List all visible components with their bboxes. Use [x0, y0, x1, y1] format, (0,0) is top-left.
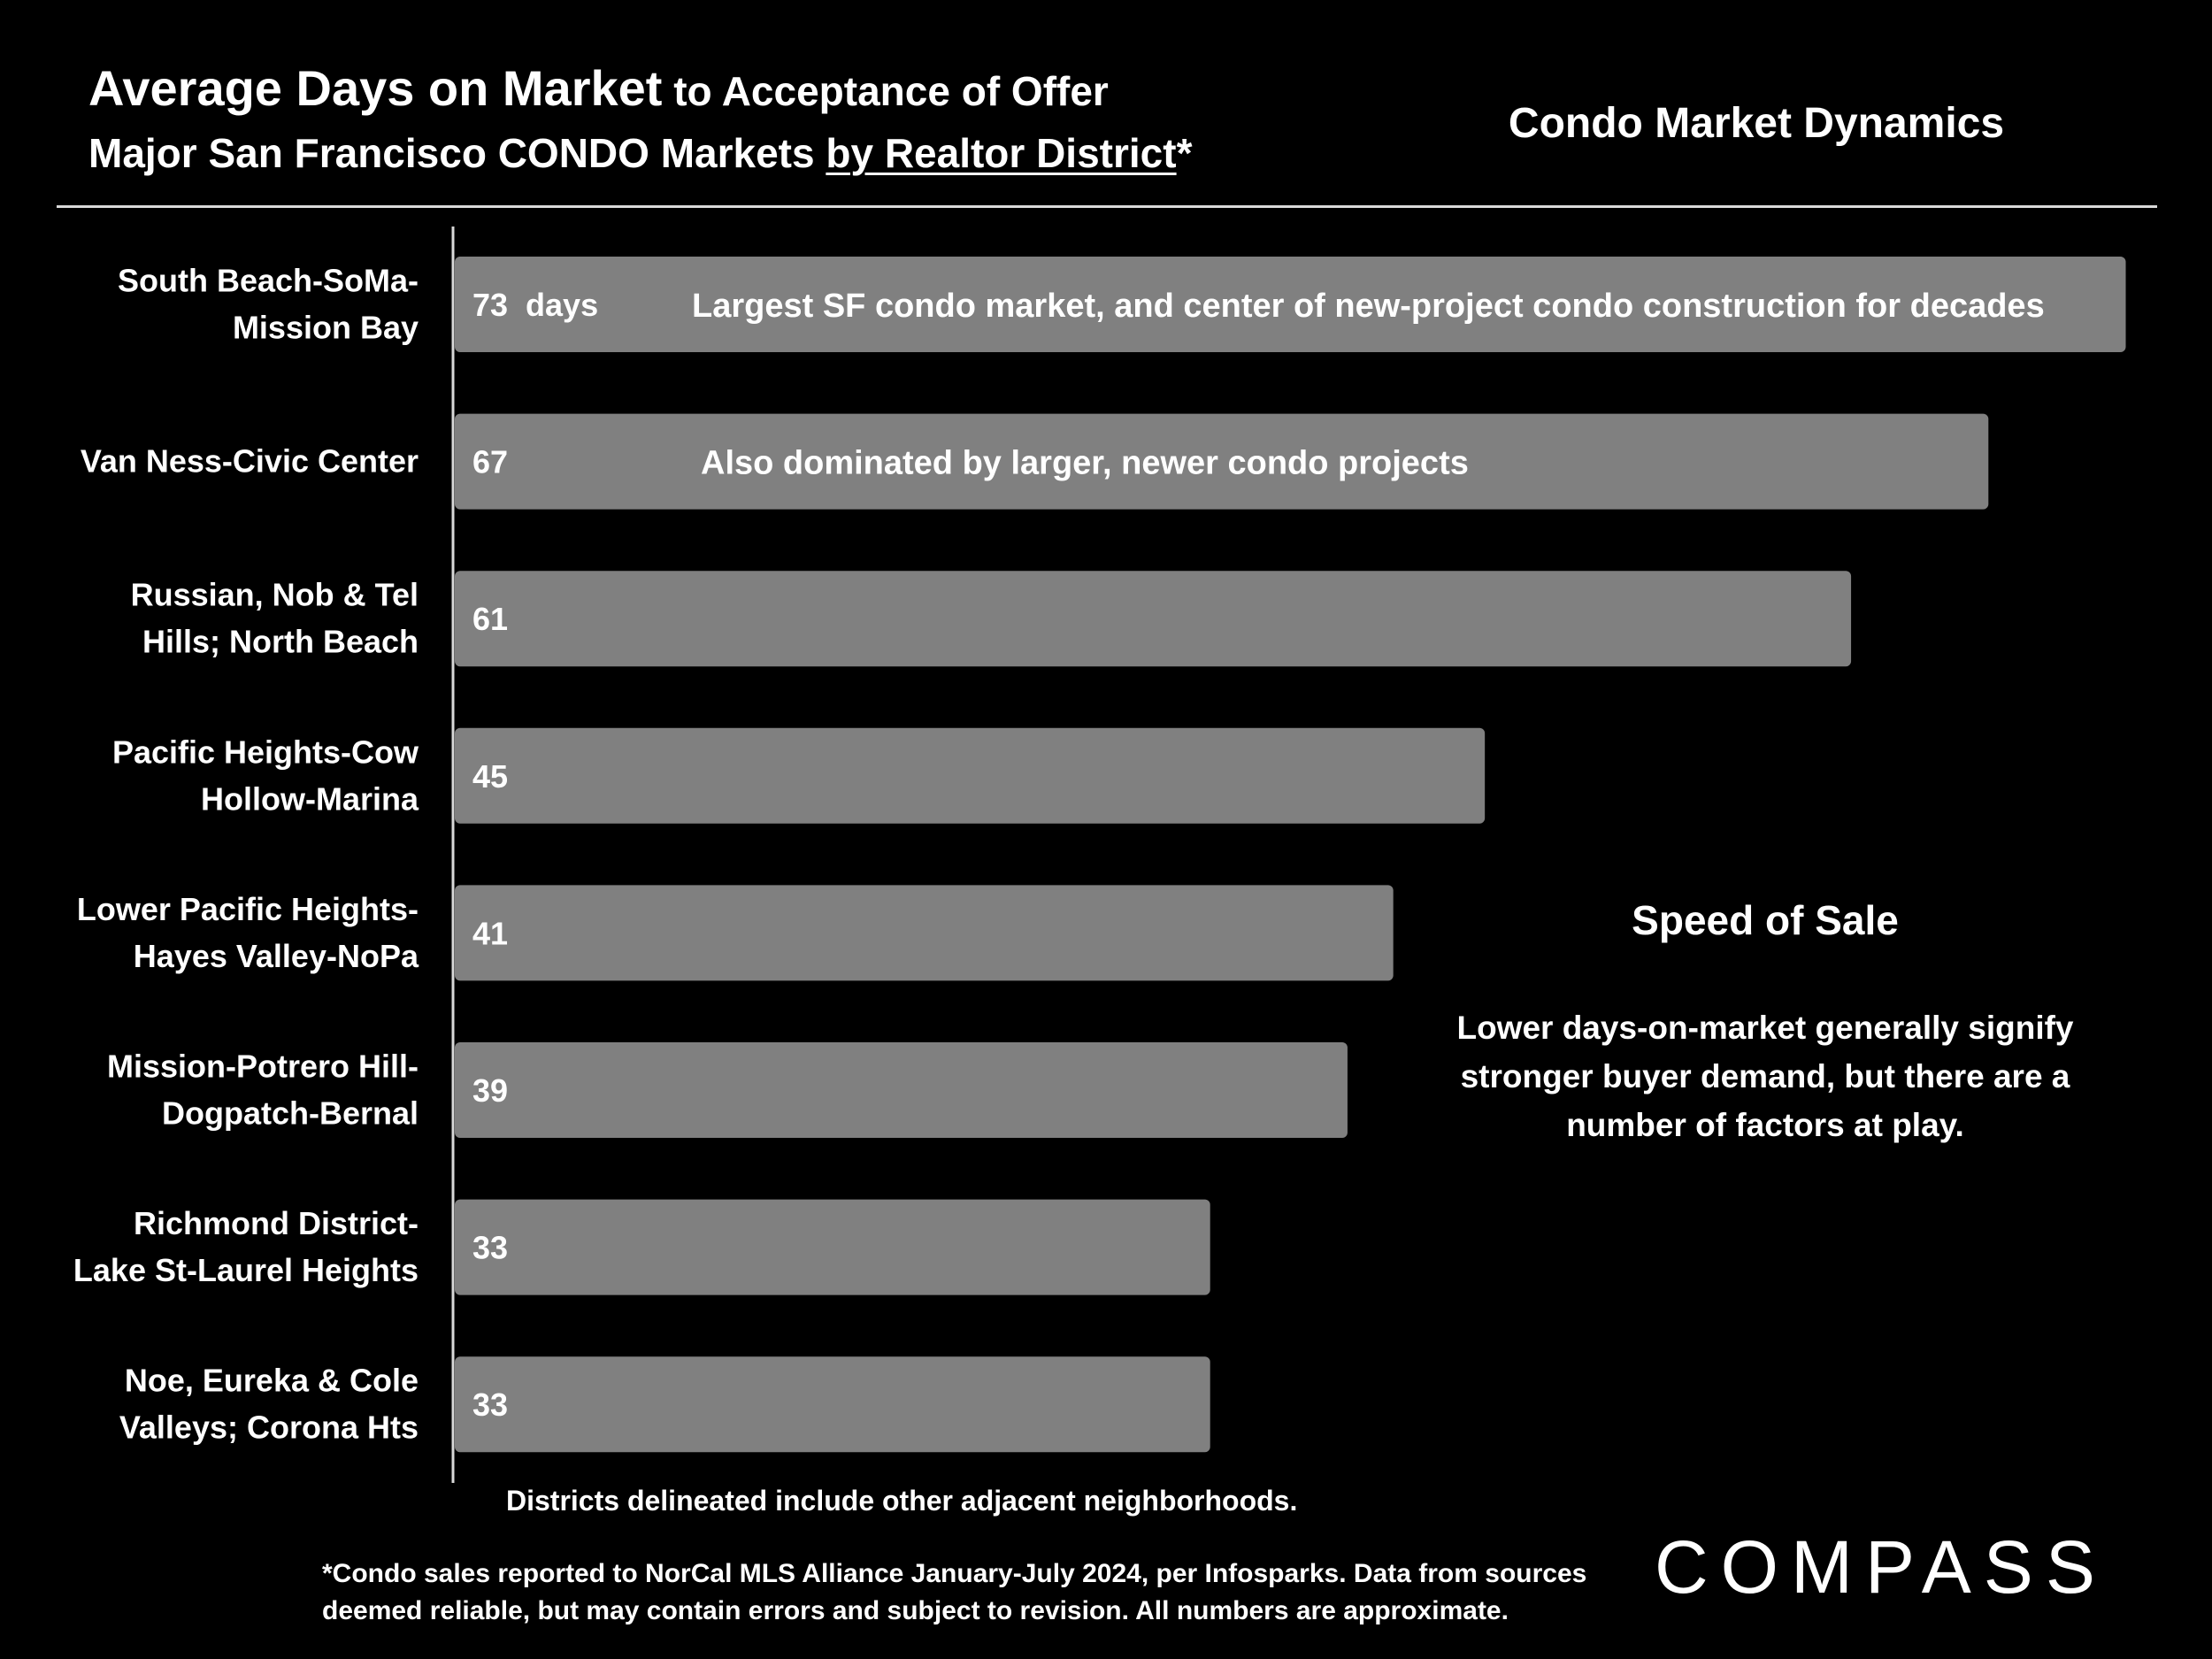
bar-value-label: 61	[472, 601, 508, 637]
category-label: Mission-Potrero Hill-Dogpatch-Bernal	[107, 1048, 419, 1132]
bar	[455, 727, 1486, 824]
bar	[455, 257, 2126, 352]
bar	[455, 571, 1852, 667]
bar	[455, 1042, 1348, 1138]
category-label: Pacific Heights-Cow Hollow-Marina	[112, 733, 419, 817]
speed-of-sale-title: Speed of Sale	[1632, 897, 1899, 943]
compass-logo: COMPASS	[1655, 1529, 2108, 1609]
bar	[455, 413, 1989, 510]
category-label: Van Ness-Civic Center	[81, 443, 419, 480]
header-divider	[57, 205, 2157, 208]
speed-of-sale-text: Lower days-on-market generally signify s…	[1456, 1010, 2074, 1143]
category-label: Richmond District-Lake St-Laurel Heights	[73, 1205, 419, 1288]
title-rest: to Acceptance of Offer	[662, 68, 1109, 114]
footnote: *Condo sales reported to NorCal MLS Alli…	[322, 1559, 1587, 1625]
subtitle-plain: Major San Francisco CONDO Markets	[88, 130, 826, 176]
bar-value-label: 33	[472, 1386, 508, 1423]
bar-value-label: 41	[472, 915, 508, 951]
category-label: Noe, Eureka & Cole Valleys; Corona Hts	[119, 1363, 419, 1446]
bar-value-label: 45	[472, 758, 508, 795]
subtitle-suffix: *	[1176, 130, 1193, 176]
category-label: Russian, Nob & Tel Hills; North Beach	[131, 577, 419, 660]
districts-note: Districts delineated include other adjac…	[506, 1485, 1298, 1517]
bar-annotation: Also dominated by larger, newer condo pr…	[701, 445, 1469, 482]
bar-annotation: Largest SF condo market, and center of n…	[692, 288, 2045, 325]
chart-subtitle: Major San Francisco CONDO Markets by Rea…	[88, 123, 1416, 183]
bar-value-label: 33	[472, 1230, 508, 1266]
category-label: Lower Pacific Heights-Hayes Valley-NoPa	[77, 891, 419, 974]
bar	[455, 1199, 1210, 1295]
section-title: Condo Market Dynamics	[1508, 100, 2005, 147]
compass-logo-text: COMPASS	[1655, 1529, 2108, 1609]
chart-title: Average Days on Market to Acceptance of …	[88, 57, 1416, 183]
subtitle-underlined: by Realtor District	[826, 130, 1177, 176]
bar-value-label: 39	[472, 1072, 508, 1109]
bar-value-label: 67	[472, 444, 508, 480]
category-label: South Beach-SoMa-Mission Bay	[118, 263, 419, 346]
bar	[455, 1356, 1210, 1453]
bar-value-label: 73 days	[472, 287, 598, 323]
bar	[455, 885, 1394, 981]
title-main: Average Days on Market	[88, 60, 663, 116]
